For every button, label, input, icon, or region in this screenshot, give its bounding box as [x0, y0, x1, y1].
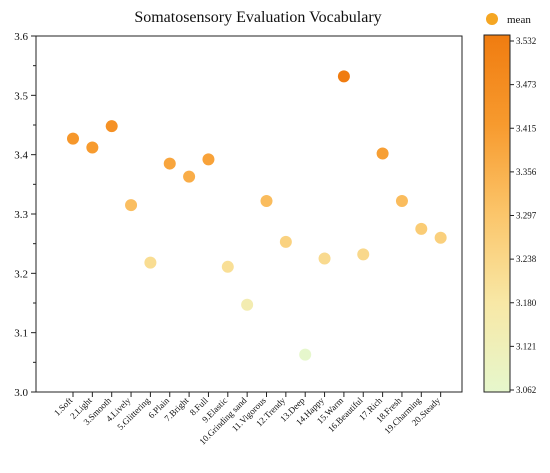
data-point	[279, 235, 292, 248]
data-point	[163, 157, 176, 170]
colorbar-tick-label: 3.473	[516, 80, 537, 90]
colorbar-tick-label: 3.121	[516, 341, 536, 351]
data-point	[299, 348, 312, 361]
plot-frame	[35, 35, 463, 393]
y-tick-label: 3.5	[14, 90, 28, 102]
y-tick-label: 3.3	[14, 209, 28, 221]
y-tick-label: 3.2	[14, 268, 28, 280]
colorbar: 3.532 3.473 3.415 3.356 3.297 3.238 3.180 3.121…	[483, 34, 537, 395]
colorbar-tick-label: 3.532	[516, 36, 536, 46]
data-point	[318, 252, 331, 265]
data-point	[105, 120, 118, 133]
colorbar-tick-label: 3.062	[516, 385, 536, 395]
data-point	[260, 194, 273, 207]
colorbar-tick-label: 3.180	[516, 298, 537, 308]
data-point	[241, 298, 254, 311]
data-point	[221, 260, 234, 273]
y-tick-label: 3.1	[14, 328, 28, 340]
data-point	[86, 141, 99, 154]
data-point	[415, 222, 428, 235]
data-point	[202, 153, 215, 166]
data-point	[125, 199, 138, 212]
data-point	[434, 231, 447, 244]
colorbar-tick-label: 3.356	[516, 167, 537, 177]
data-point	[67, 132, 79, 145]
y-tick-label: 3.0	[14, 387, 28, 399]
data-point	[395, 194, 408, 207]
data-point	[337, 70, 350, 83]
chart-title: Somatosensory Evaluation Vocabulary	[134, 9, 381, 26]
data-point	[144, 256, 157, 269]
data-point	[357, 248, 370, 261]
data-point	[183, 170, 196, 183]
y-tick-label: 3.6	[14, 31, 28, 43]
plot-layer: 3.03.13.23.33.43.53.61.Soft2.Light3.Smoo…	[14, 31, 463, 447]
legend-marker	[486, 13, 498, 25]
colorbar-tick-label: 3.297	[516, 211, 537, 221]
colorbar-tick-label: 3.238	[516, 254, 537, 264]
colorbar-tick-label: 3.415	[516, 123, 537, 133]
colorbar-gradient	[483, 34, 511, 393]
data-point	[376, 147, 389, 160]
y-tick-label: 3.4	[14, 150, 28, 162]
legend-label: mean	[507, 14, 531, 26]
legend: mean	[486, 13, 531, 26]
